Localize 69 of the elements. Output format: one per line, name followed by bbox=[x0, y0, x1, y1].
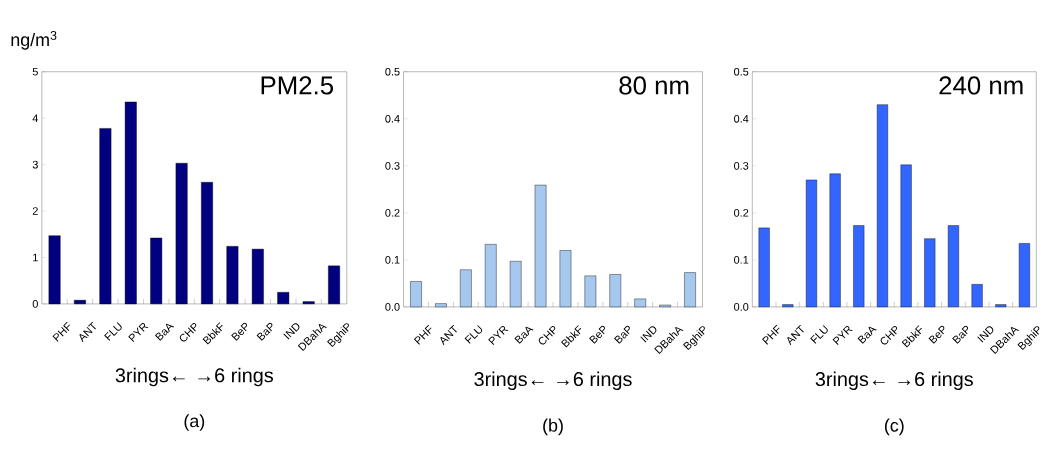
x-tick-label: BaA bbox=[857, 326, 877, 344]
bar bbox=[410, 281, 422, 307]
bar bbox=[634, 298, 647, 307]
y-tick-label: 4 bbox=[32, 114, 39, 122]
chart-title: 240 nm bbox=[939, 76, 1023, 95]
bar bbox=[435, 303, 447, 307]
x-axis-title: 3rings← →6 rings bbox=[474, 371, 632, 390]
bar bbox=[609, 274, 622, 307]
x-axis-title: 3rings← →6 rings bbox=[115, 367, 273, 387]
bar bbox=[201, 181, 213, 304]
chart-title: PM2.5 bbox=[261, 76, 334, 95]
y-tick-label: 2 bbox=[32, 207, 38, 215]
y-tick-label: 0.2 bbox=[385, 208, 400, 217]
x-axis-title: 3rings← →6 rings bbox=[815, 371, 973, 390]
bar bbox=[924, 238, 936, 307]
y-tick-label: 0 bbox=[32, 299, 38, 308]
bar bbox=[226, 245, 239, 304]
bar bbox=[277, 291, 290, 304]
chart-title: 80 nm bbox=[619, 76, 689, 95]
bar bbox=[758, 227, 770, 307]
y-tick-label: 0.1 bbox=[734, 255, 749, 264]
x-tick-label: IND bbox=[283, 323, 300, 340]
bar bbox=[328, 265, 340, 304]
bar bbox=[460, 269, 472, 307]
y-tick-label: 0.0 bbox=[385, 302, 400, 311]
bar bbox=[995, 304, 1007, 307]
text: (b) bbox=[543, 418, 563, 436]
y-tick-label: 0.1 bbox=[385, 255, 400, 264]
bar bbox=[534, 184, 547, 307]
bar bbox=[782, 304, 794, 307]
bar bbox=[175, 162, 188, 304]
y-tick-label: 5 bbox=[32, 67, 38, 76]
bar bbox=[484, 243, 497, 307]
bar bbox=[150, 237, 163, 304]
x-tick-label: BeP bbox=[928, 325, 945, 344]
bar bbox=[971, 283, 983, 307]
y-tick-label: 0.4 bbox=[385, 114, 400, 123]
text: (a) bbox=[184, 414, 205, 431]
bar bbox=[124, 101, 137, 304]
x-tick-label: BaP bbox=[256, 322, 273, 341]
bar bbox=[829, 173, 841, 307]
y-tick-label: 0.4 bbox=[734, 114, 749, 123]
bar bbox=[876, 104, 888, 307]
y-tick-label: 0.5 bbox=[734, 67, 749, 76]
bar bbox=[584, 275, 597, 307]
bar bbox=[99, 128, 112, 304]
x-tick-label: BaA bbox=[514, 326, 534, 344]
x-tick-label: BaA bbox=[154, 323, 175, 341]
bar bbox=[684, 272, 696, 307]
y-tick-label: 0.3 bbox=[734, 161, 749, 170]
bar bbox=[900, 164, 912, 307]
bar bbox=[251, 248, 264, 304]
y-tick-label: 0.0 bbox=[734, 302, 749, 311]
bar bbox=[48, 235, 61, 304]
y-tick-label: 0.2 bbox=[734, 208, 749, 217]
y-tick-label: 1 bbox=[33, 253, 38, 262]
y-tick-label: 0.5 bbox=[385, 67, 400, 76]
bar bbox=[559, 250, 572, 307]
bar bbox=[302, 301, 315, 304]
text: (c) bbox=[884, 418, 904, 436]
y-axis-title: ng/m$^{3}$ bbox=[11, 30, 57, 50]
bar bbox=[74, 299, 86, 304]
bar bbox=[509, 260, 522, 307]
bar bbox=[1018, 243, 1030, 307]
y-tick-label: 3 bbox=[32, 160, 38, 169]
bar bbox=[805, 179, 817, 307]
y-tick-label: 0.3 bbox=[385, 161, 400, 170]
bar bbox=[853, 225, 865, 307]
bar bbox=[947, 225, 959, 307]
